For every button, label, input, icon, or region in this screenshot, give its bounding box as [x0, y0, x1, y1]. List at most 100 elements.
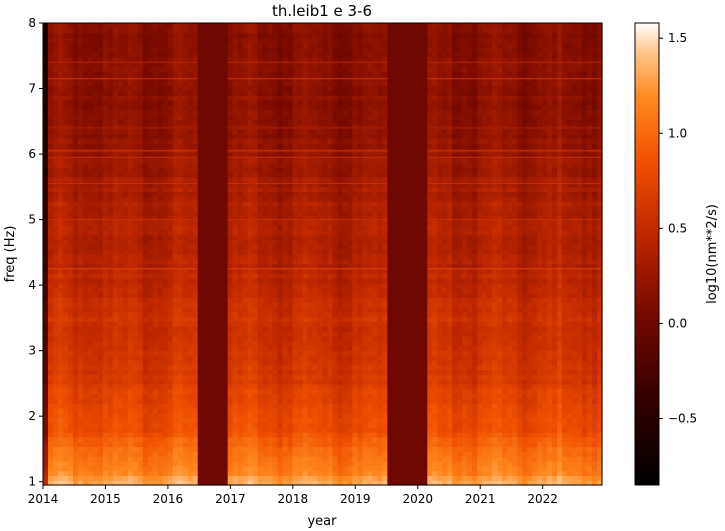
heatmap-cell	[222, 104, 229, 111]
heatmap-cell	[142, 282, 149, 289]
heatmap-cell	[227, 172, 234, 178]
heatmap-cell	[237, 215, 244, 221]
heatmap-cell	[92, 422, 99, 428]
heatmap-cell	[267, 374, 274, 380]
heatmap-cell	[287, 436, 294, 443]
heatmap-cell	[287, 138, 294, 144]
heatmap-cell	[217, 100, 224, 106]
heatmap-cell	[167, 355, 174, 361]
heatmap-cell	[282, 167, 289, 173]
heatmap-cell	[212, 56, 219, 63]
heatmap-cell	[227, 23, 234, 29]
heatmap-cell	[297, 432, 304, 438]
heatmap-cell	[97, 393, 104, 399]
heatmap-cell	[297, 306, 304, 313]
heatmap-cell	[43, 148, 49, 154]
heatmap-cell	[172, 441, 179, 448]
heatmap-cell	[107, 157, 114, 164]
heatmap-cell	[212, 148, 219, 154]
heatmap-cell	[172, 104, 179, 111]
heatmap-cell	[227, 460, 234, 467]
heatmap-cell	[207, 470, 214, 476]
heatmap-cell	[172, 61, 179, 67]
heatmap-cell	[217, 225, 224, 231]
heatmap-cell	[57, 297, 64, 303]
heatmap-cell	[292, 374, 299, 380]
heatmap-cell	[87, 297, 94, 303]
heatmap-cell	[92, 80, 99, 87]
heatmap-cell	[222, 85, 229, 91]
heatmap-cell	[147, 244, 154, 250]
heatmap-cell	[247, 37, 254, 43]
heatmap-cell	[262, 292, 269, 298]
heatmap-cell	[147, 335, 154, 342]
heatmap-cell	[277, 292, 284, 298]
heatmap-cell	[102, 287, 109, 294]
heatmap-cell	[162, 340, 169, 347]
heatmap-cell	[52, 364, 59, 371]
heatmap-cell	[167, 162, 174, 168]
heatmap-cell	[72, 302, 79, 308]
heatmap-cell	[157, 167, 164, 173]
heatmap-cell	[157, 273, 164, 279]
heatmap-cell	[197, 398, 204, 404]
heatmap-cell	[232, 263, 239, 270]
heatmap-cell	[297, 311, 304, 318]
heatmap-cell	[282, 205, 289, 212]
heatmap-cell	[257, 186, 264, 193]
heatmap-cell	[57, 37, 64, 43]
heatmap-cell	[137, 460, 144, 467]
heatmap-cell	[152, 278, 159, 284]
heatmap-cell	[82, 90, 89, 96]
heatmap-cell	[132, 388, 139, 395]
heatmap-cell	[257, 66, 264, 72]
heatmap-cell	[282, 234, 289, 241]
heatmap-cell	[287, 32, 294, 39]
heatmap-cell	[287, 456, 294, 462]
heatmap-cell	[132, 359, 139, 366]
heatmap-cell	[117, 114, 124, 120]
heatmap-cell	[97, 85, 104, 91]
heatmap-cell	[77, 282, 84, 289]
heatmap-cell	[52, 215, 59, 221]
heatmap-cell	[122, 254, 129, 260]
heatmap-cell	[242, 205, 249, 212]
heatmap-cell	[87, 393, 94, 399]
heatmap-cell	[167, 244, 174, 250]
heatmap-cell	[242, 335, 249, 342]
heatmap-cell	[227, 152, 234, 159]
heatmap-cell	[77, 167, 84, 173]
heatmap-cell	[252, 157, 259, 164]
heatmap-cell	[167, 297, 174, 303]
heatmap-cell	[172, 201, 179, 207]
heatmap-cell	[217, 162, 224, 168]
heatmap-cell	[92, 37, 99, 43]
heatmap-cell	[187, 383, 194, 390]
heatmap-cell	[272, 177, 279, 183]
heatmap-cell	[107, 133, 114, 140]
heatmap-cell	[67, 403, 74, 409]
heatmap-cell	[142, 51, 149, 58]
heatmap-cell	[43, 133, 49, 140]
heatmap-cell	[242, 201, 249, 207]
heatmap-cell	[77, 80, 84, 87]
heatmap-cell	[157, 61, 164, 67]
heatmap-cell	[142, 27, 149, 34]
heatmap-cell	[112, 292, 119, 298]
heatmap-cell	[272, 172, 279, 178]
heatmap-cell	[207, 326, 214, 332]
heatmap-cell	[182, 23, 189, 29]
heatmap-cell	[212, 258, 219, 265]
heatmap-cell	[237, 292, 244, 298]
heatmap-cell	[137, 124, 144, 130]
heatmap-cell	[282, 422, 289, 428]
heatmap-cell	[147, 157, 154, 164]
heatmap-cell	[82, 95, 89, 101]
heatmap-cell	[62, 436, 69, 443]
heatmap-cell	[57, 422, 64, 428]
heatmap-cell	[277, 355, 284, 361]
heatmap-cell	[43, 128, 49, 135]
heatmap-cell	[247, 210, 254, 217]
heatmap-cell	[137, 369, 144, 375]
heatmap-cell	[262, 460, 269, 467]
